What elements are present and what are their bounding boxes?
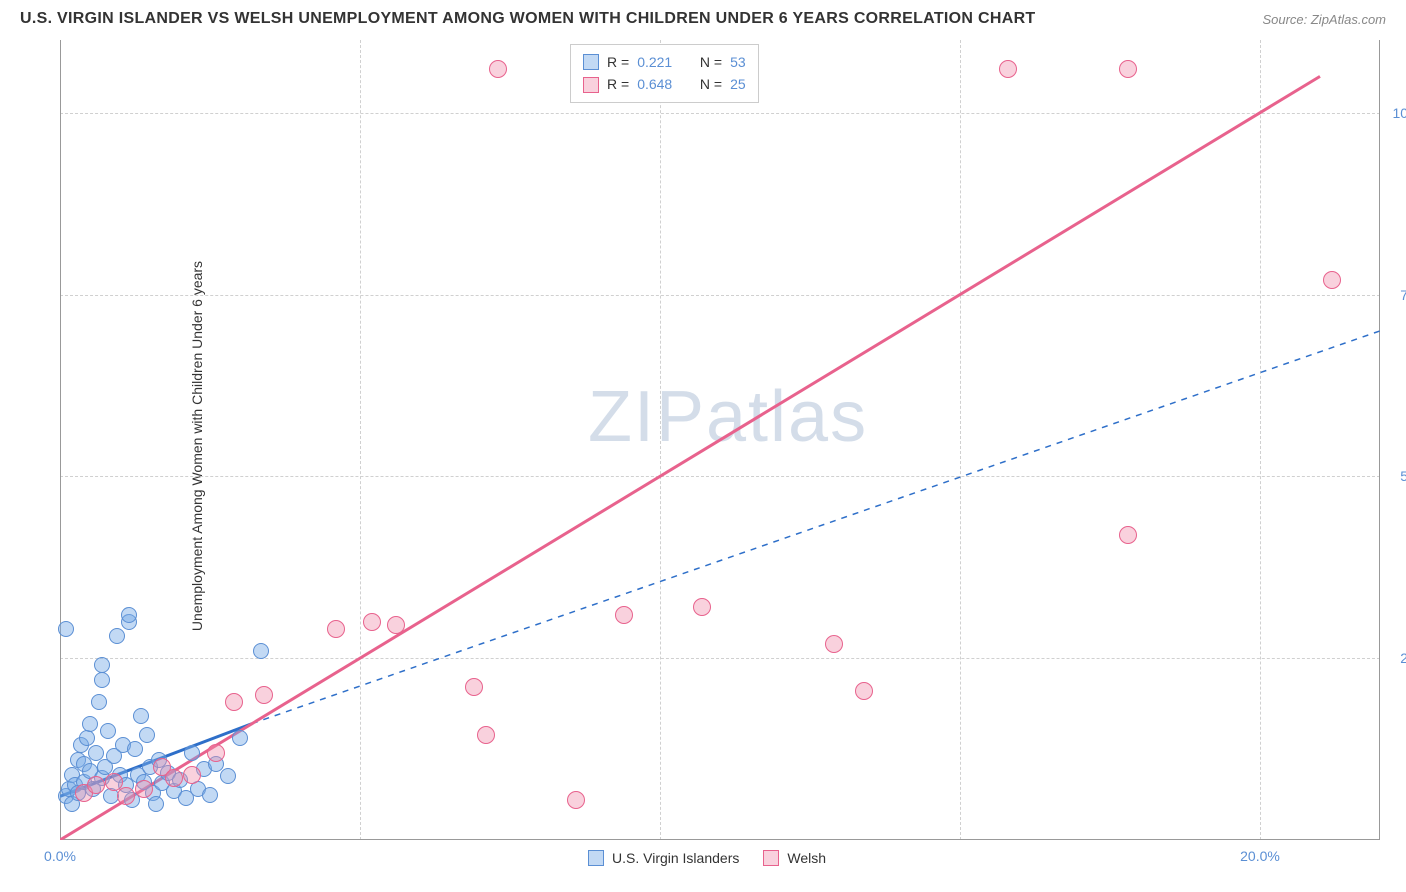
grid-line-horizontal bbox=[60, 113, 1380, 114]
legend-swatch bbox=[588, 850, 604, 866]
y-tick-label: 25.0% bbox=[1400, 650, 1406, 666]
data-point bbox=[220, 768, 236, 784]
y-axis bbox=[60, 40, 61, 840]
stats-legend: R = 0.221 N = 53R = 0.648 N = 25 bbox=[570, 44, 759, 103]
grid-line-vertical bbox=[660, 40, 661, 840]
data-point bbox=[1119, 60, 1137, 78]
data-point bbox=[1323, 271, 1341, 289]
data-point bbox=[327, 620, 345, 638]
data-point bbox=[94, 672, 110, 688]
watermark: ZIPatlas bbox=[588, 376, 868, 458]
data-point bbox=[207, 744, 225, 762]
data-point bbox=[94, 657, 110, 673]
data-point bbox=[88, 745, 104, 761]
data-point bbox=[489, 60, 507, 78]
chart-title: U.S. VIRGIN ISLANDER VS WELSH UNEMPLOYME… bbox=[20, 10, 1036, 28]
right-axis bbox=[1379, 40, 1380, 840]
data-point bbox=[133, 708, 149, 724]
plot-area: 25.0%50.0%75.0%100.0%0.0%20.0%ZIPatlasR … bbox=[60, 40, 1380, 840]
data-point bbox=[79, 730, 95, 746]
stats-legend-row: R = 0.221 N = 53 bbox=[583, 51, 746, 73]
x-tick-label: 0.0% bbox=[44, 848, 76, 864]
data-point bbox=[109, 628, 125, 644]
series-legend: U.S. Virgin Islanders Welsh bbox=[588, 850, 826, 866]
data-point bbox=[165, 769, 183, 787]
legend-swatch bbox=[583, 77, 599, 93]
data-point bbox=[465, 678, 483, 696]
data-point bbox=[615, 606, 633, 624]
x-tick-label: 20.0% bbox=[1240, 848, 1280, 864]
data-point bbox=[363, 613, 381, 631]
data-point bbox=[999, 60, 1017, 78]
grid-line-vertical bbox=[360, 40, 361, 840]
grid-line-vertical bbox=[1260, 40, 1261, 840]
data-point bbox=[121, 607, 137, 623]
data-point bbox=[91, 694, 107, 710]
data-point bbox=[255, 686, 273, 704]
data-point bbox=[202, 787, 218, 803]
data-point bbox=[825, 635, 843, 653]
grid-line-vertical bbox=[960, 40, 961, 840]
series-legend-label: U.S. Virgin Islanders bbox=[612, 850, 739, 866]
data-point bbox=[82, 716, 98, 732]
stats-legend-row: R = 0.648 N = 25 bbox=[583, 73, 746, 95]
y-tick-label: 50.0% bbox=[1400, 468, 1406, 484]
series-legend-item: Welsh bbox=[763, 850, 826, 866]
data-point bbox=[387, 616, 405, 634]
data-point bbox=[183, 766, 201, 784]
data-point bbox=[225, 693, 243, 711]
data-point bbox=[127, 741, 143, 757]
data-point bbox=[855, 682, 873, 700]
y-tick-label: 75.0% bbox=[1400, 287, 1406, 303]
data-point bbox=[232, 730, 248, 746]
data-point bbox=[58, 621, 74, 637]
data-point bbox=[100, 723, 116, 739]
data-point bbox=[135, 780, 153, 798]
grid-line-horizontal bbox=[60, 295, 1380, 296]
series-legend-label: Welsh bbox=[787, 850, 826, 866]
y-tick-label: 100.0% bbox=[1393, 105, 1406, 121]
data-point bbox=[148, 796, 164, 812]
data-point bbox=[87, 776, 105, 794]
data-point bbox=[253, 643, 269, 659]
data-point bbox=[139, 727, 155, 743]
grid-line-horizontal bbox=[60, 476, 1380, 477]
data-point bbox=[477, 726, 495, 744]
series-legend-item: U.S. Virgin Islanders bbox=[588, 850, 739, 866]
data-point bbox=[1119, 526, 1137, 544]
trend-lines bbox=[60, 40, 1380, 840]
legend-swatch bbox=[583, 54, 599, 70]
data-point bbox=[184, 745, 200, 761]
x-axis bbox=[60, 839, 1380, 840]
source-attribution: Source: ZipAtlas.com bbox=[1262, 12, 1386, 27]
legend-swatch bbox=[763, 850, 779, 866]
data-point bbox=[117, 787, 135, 805]
data-point bbox=[693, 598, 711, 616]
data-point bbox=[567, 791, 585, 809]
